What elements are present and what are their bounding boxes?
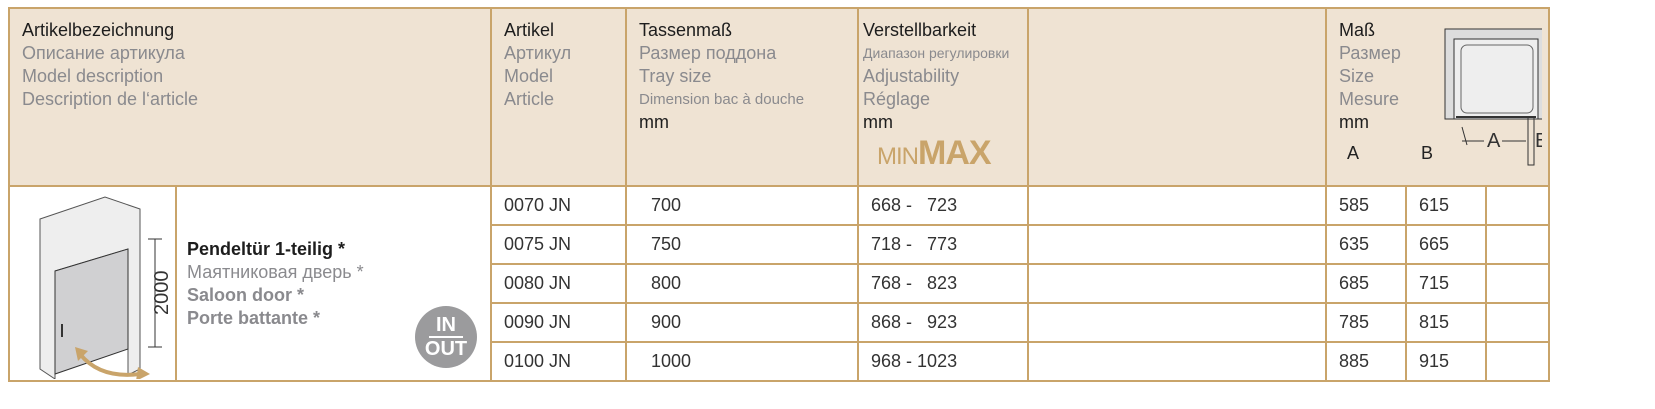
- label-fr: Dimension bac à douche: [639, 91, 805, 108]
- empty-cell: [1485, 224, 1551, 265]
- article-cell: 0070 JN: [490, 185, 628, 226]
- tray-cell: 1000: [625, 341, 860, 382]
- label-en: Model: [504, 66, 554, 86]
- label-fr: Article: [504, 89, 555, 109]
- shower-door-icon: 2000: [39, 195, 170, 379]
- adjust-cell: 968 - 1023: [857, 341, 1030, 382]
- size-diagram-icon: A B: [1444, 28, 1543, 166]
- label-de: Artikelbezeichnung: [22, 20, 175, 40]
- dim-b: B: [1535, 130, 1542, 152]
- label-ru: Размер поддона: [639, 43, 777, 63]
- in-out-badge: IN OUT: [415, 306, 477, 368]
- label-ru: Диапазон регулировки: [863, 45, 1010, 61]
- header-empty: [1027, 7, 1328, 187]
- dim-a: A: [1487, 130, 1501, 152]
- tray-cell: 900: [625, 302, 860, 343]
- empty-cell: [1027, 263, 1328, 304]
- height-label: 2000: [151, 270, 170, 315]
- article-cell: 0090 JN: [490, 302, 628, 343]
- header-adjust: Verstellbarkeit Диапазон регулировки Adj…: [857, 7, 1030, 187]
- badge-in: IN: [429, 314, 463, 338]
- adjust-cell: 768 - 823: [857, 263, 1030, 304]
- header-row: Artikelbezeichnung Описание артикула Mod…: [7, 7, 1551, 187]
- max-label: MAX: [918, 134, 992, 172]
- label-en: Tray size: [639, 66, 712, 86]
- adjust-cell: 668 - 723: [857, 185, 1030, 226]
- header-description: Artikelbezeichnung Описание артикула Mod…: [7, 7, 493, 187]
- b-cell: 615: [1405, 185, 1488, 226]
- label-ru: Описание артикула: [22, 43, 185, 63]
- label-de: Artikel: [504, 20, 555, 40]
- label-de: Maß: [1339, 20, 1376, 40]
- unit: mm: [1339, 112, 1370, 132]
- adjust-cell: 868 - 923: [857, 302, 1030, 343]
- label-ru: Артикул: [504, 43, 572, 63]
- adjust-cell: 718 - 773: [857, 224, 1030, 265]
- label-de: Verstellbarkeit: [863, 20, 977, 40]
- empty-cell: [1485, 341, 1551, 382]
- article-cell: 0100 JN: [490, 341, 628, 382]
- table-row: 0090 JN 900 868 - 923 785 815: [9, 302, 1551, 343]
- b-cell: 815: [1405, 302, 1488, 343]
- label-ru: Размер: [1339, 43, 1401, 63]
- header-size: Maß Размер Size Mesure mm A B A B: [1325, 7, 1551, 187]
- tray-cell: 800: [625, 263, 860, 304]
- a-cell: 885: [1325, 341, 1408, 382]
- product-image: 2000: [8, 185, 177, 382]
- product-table: Artikelbezeichnung Описание артикула Mod…: [7, 7, 1551, 382]
- empty-cell: [1485, 185, 1551, 226]
- empty-cell: [1027, 341, 1328, 382]
- minmax-logo: MINMAX: [863, 136, 1015, 170]
- empty-cell: [1485, 302, 1551, 343]
- label-en: Adjustability: [863, 66, 960, 86]
- table-row: 0075 JN 750 718 - 773 635 665: [9, 224, 1551, 265]
- label-fr: Réglage: [863, 89, 931, 109]
- label-en: Model description: [22, 66, 164, 86]
- empty-cell: [1485, 263, 1551, 304]
- col-a-label: A: [1347, 143, 1360, 163]
- label-fr: Description de l‘article: [22, 89, 199, 109]
- a-cell: 785: [1325, 302, 1408, 343]
- a-cell: 635: [1325, 224, 1408, 265]
- min-label: MIN: [877, 143, 919, 170]
- article-cell: 0080 JN: [490, 263, 628, 304]
- name-en: Saloon door *: [187, 284, 304, 305]
- col-b-label: B: [1421, 143, 1434, 163]
- b-cell: 665: [1405, 224, 1488, 265]
- badge-out: OUT: [424, 338, 468, 360]
- table-row: 0080 JN 800 768 - 823 685 715: [9, 263, 1551, 304]
- name-ru: Маятниковая дверь *: [187, 261, 364, 282]
- name-fr: Porte battante *: [187, 307, 321, 328]
- a-cell: 685: [1325, 263, 1408, 304]
- empty-cell: [1027, 302, 1328, 343]
- header-tray: Tassenmaß Размер поддона Tray size Dimen…: [625, 7, 860, 187]
- a-cell: 585: [1325, 185, 1408, 226]
- tray-cell: 700: [625, 185, 860, 226]
- unit: mm: [639, 112, 670, 132]
- table-row: 0100 JN 1000 968 - 1023 885 915: [9, 341, 1551, 382]
- label-en: Size: [1339, 66, 1375, 86]
- label-fr: Mesure: [1339, 89, 1400, 109]
- label-de: Tassenmaß: [639, 20, 733, 40]
- unit: mm: [863, 112, 894, 132]
- header-article: Artikel Артикул Model Article: [490, 7, 628, 187]
- article-cell: 0075 JN: [490, 224, 628, 265]
- empty-cell: [1027, 185, 1328, 226]
- tray-cell: 750: [625, 224, 860, 265]
- empty-cell: [1027, 224, 1328, 265]
- b-cell: 715: [1405, 263, 1488, 304]
- table-row: 2000 Pendeltür 1-teilig * Маятниковая дв…: [8, 185, 1551, 382]
- b-cell: 915: [1405, 341, 1488, 382]
- name-de: Pendeltür 1-teilig *: [187, 238, 346, 259]
